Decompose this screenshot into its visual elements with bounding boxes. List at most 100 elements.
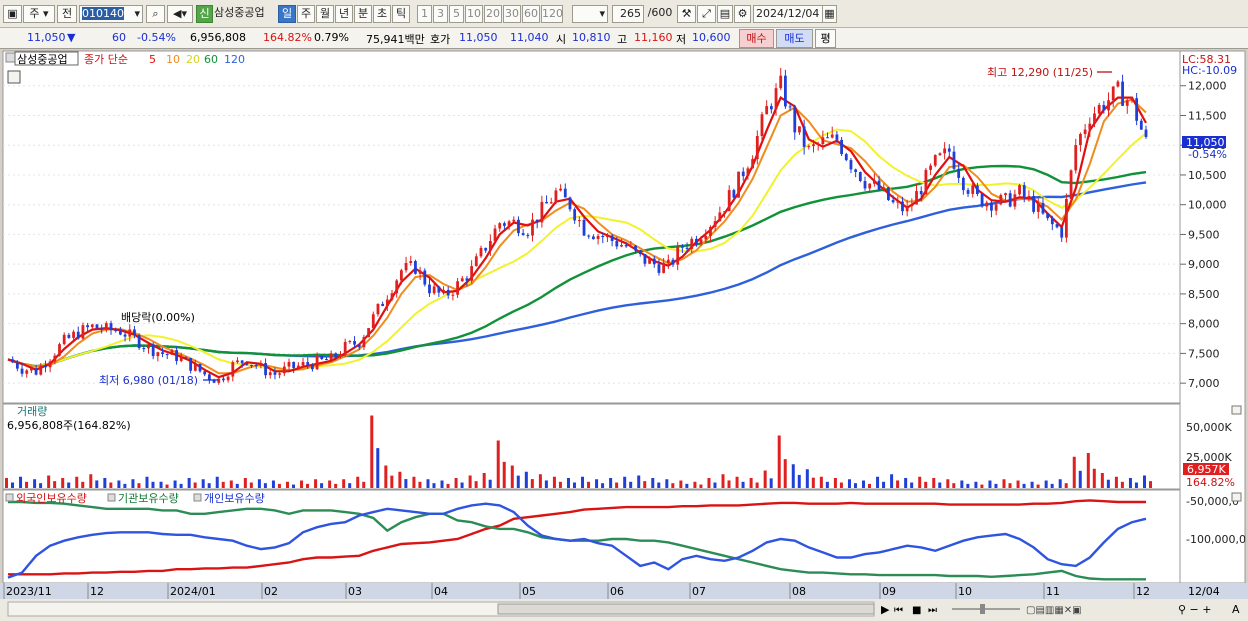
minute-input[interactable]: ▾ xyxy=(572,5,608,23)
candle-body xyxy=(320,355,324,360)
x-axis-band xyxy=(0,583,1248,599)
sound-icon[interactable]: ◀▾ xyxy=(167,5,193,23)
stock-chart[interactable]: 7,000 7,500 8,000 8,500 9,000 9,500 10,000 10,5… xyxy=(0,49,1248,621)
candle-body xyxy=(184,357,188,359)
candle-body xyxy=(1144,129,1148,137)
market-select[interactable]: 주 ▾ xyxy=(23,5,55,23)
candle-body xyxy=(72,331,75,338)
minute-tab-5[interactable]: 5 xyxy=(449,5,464,23)
panel-close-icon[interactable] xyxy=(1231,405,1242,415)
text-size-icon[interactable]: A xyxy=(1232,603,1240,616)
minute-tab-10[interactable]: 10 xyxy=(465,5,483,23)
table-icon[interactable] xyxy=(7,70,21,84)
candle-body xyxy=(554,190,558,203)
minute-tab-1[interactable]: 1 xyxy=(417,5,432,23)
institution-toggle-icon[interactable] xyxy=(107,493,116,502)
layout-icon[interactable]: ▢▤▥▦✕▣ xyxy=(1026,605,1082,616)
zoom-slider-handle[interactable] xyxy=(980,604,985,614)
candle-body xyxy=(507,221,511,226)
period-tab-6[interactable]: 틱 xyxy=(392,5,410,23)
x-axis-label: 06 xyxy=(610,585,624,598)
x-axis-label: 12 xyxy=(1136,585,1150,598)
period-tab-0[interactable]: 일 xyxy=(278,5,296,23)
last-icon[interactable]: ⏭ xyxy=(928,605,937,616)
volume-bar xyxy=(637,475,641,488)
volume-bar xyxy=(643,481,647,488)
candle-body xyxy=(1050,218,1054,225)
period-tab-2[interactable]: 월 xyxy=(316,5,334,23)
zoom-icon[interactable]: ⚲ − + xyxy=(1178,603,1211,616)
candle-body xyxy=(212,379,216,383)
candle-body xyxy=(961,177,965,191)
candle-body xyxy=(179,357,183,361)
candle-body xyxy=(11,359,15,363)
indicator-icon[interactable]: ⚒ xyxy=(677,5,696,23)
y-tick-label: 8,500 xyxy=(1188,288,1220,301)
minute-tab-60[interactable]: 60 xyxy=(522,5,540,23)
scroll-right-icon[interactable]: ▶ xyxy=(881,603,890,616)
volume-bar xyxy=(376,448,380,488)
volume-bar xyxy=(5,478,8,488)
candle-body xyxy=(193,364,197,371)
panel-close-icon[interactable] xyxy=(1231,492,1242,502)
volume-current: 6,956,808주(164.82%) xyxy=(7,419,131,432)
first-icon[interactable]: ⏮ xyxy=(894,605,903,616)
stock-code-input[interactable]: 010140 ▾ xyxy=(79,5,143,23)
calendar-icon[interactable]: ▦ xyxy=(822,5,837,23)
average-button[interactable]: 평 xyxy=(815,29,836,48)
volume-bar xyxy=(348,483,352,488)
candle-body xyxy=(306,362,310,366)
candle-body xyxy=(933,155,937,166)
candle-body xyxy=(929,165,932,170)
volume-bar xyxy=(370,415,374,488)
candle-body xyxy=(830,134,834,138)
volume-bar xyxy=(833,478,837,488)
stop-icon[interactable]: ■ xyxy=(912,605,921,616)
foreign-toggle-icon[interactable] xyxy=(5,493,14,502)
candle-body xyxy=(1088,123,1092,130)
candle-body xyxy=(587,235,591,237)
period-tab-5[interactable]: 초 xyxy=(373,5,391,23)
candle-body xyxy=(680,246,684,248)
chart-type-icon[interactable]: ▣ xyxy=(3,5,22,23)
volume-bar xyxy=(25,481,29,488)
period-mode-button[interactable]: 전 xyxy=(57,5,77,23)
sell-button[interactable]: 매도 xyxy=(776,29,813,48)
period-tab-4[interactable]: 분 xyxy=(354,5,372,23)
individual-toggle-icon[interactable] xyxy=(193,493,202,502)
candle-body xyxy=(774,88,778,110)
moving-averages xyxy=(7,95,1147,379)
volume-bar xyxy=(328,480,332,488)
count-input[interactable]: 265 xyxy=(612,5,644,23)
save-icon[interactable]: ▤ xyxy=(717,5,733,23)
candle-body xyxy=(629,245,633,247)
candle-body xyxy=(610,235,614,241)
volume-bar xyxy=(362,481,366,488)
minute-tab-20[interactable]: 20 xyxy=(484,5,502,23)
candle-body xyxy=(339,355,342,357)
y-tick-label: 10,000 xyxy=(1188,199,1227,212)
zoom-icon[interactable]: ⤢ xyxy=(697,5,716,23)
volume-bar xyxy=(109,482,113,488)
legend-toggle-icon[interactable] xyxy=(5,52,16,63)
minute-tab-3[interactable]: 3 xyxy=(433,5,448,23)
candle-body xyxy=(985,202,989,207)
volume-bar xyxy=(404,479,408,488)
period-tab-3[interactable]: 년 xyxy=(335,5,353,23)
period-tab-1[interactable]: 주 xyxy=(297,5,315,23)
candle-body xyxy=(990,202,993,211)
date-input[interactable]: 2024/12/04 xyxy=(753,5,823,23)
minute-tab-120[interactable]: 120 xyxy=(541,5,563,23)
candle-body xyxy=(503,223,506,226)
candle-body xyxy=(86,325,90,328)
volume-bar xyxy=(1120,481,1124,488)
buy-button[interactable]: 매수 xyxy=(739,29,774,48)
search-icon[interactable]: ⌕ xyxy=(146,5,165,23)
minute-tab-30[interactable]: 30 xyxy=(503,5,521,23)
candle-body xyxy=(67,334,71,338)
candle-body xyxy=(399,270,403,281)
candle-body xyxy=(226,376,230,381)
scrollbar-thumb[interactable] xyxy=(497,603,875,615)
gear-icon[interactable]: ⚙ xyxy=(734,5,751,23)
